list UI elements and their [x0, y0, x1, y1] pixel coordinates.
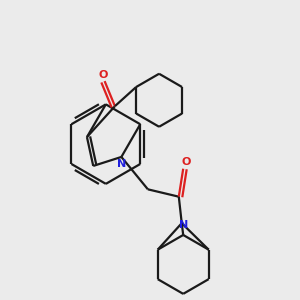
Text: O: O [98, 70, 108, 80]
Text: O: O [182, 157, 191, 167]
Text: N: N [117, 159, 126, 169]
Text: N: N [178, 220, 188, 230]
